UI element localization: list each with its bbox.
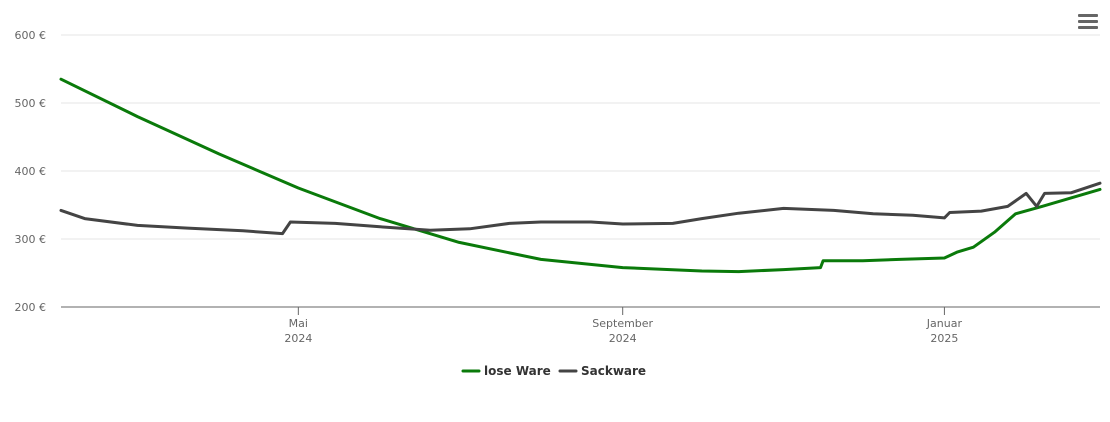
series-line-sackware[interactable]	[59, 181, 1102, 236]
y-tick-label: 400 €	[15, 165, 47, 178]
grid-lines	[61, 34, 1100, 240]
x-tick-label-year: 2024	[284, 332, 312, 345]
y-axis-ticks: 200 € 300 € 400 € 500 € 600 €	[15, 29, 47, 314]
series-lines	[59, 77, 1102, 274]
legend-item-sackware[interactable]: Sackware	[558, 364, 646, 378]
y-tick-label: 600 €	[15, 29, 47, 42]
y-tick-label: 200 €	[15, 301, 47, 314]
legend-item-lose-ware[interactable]: lose Ware	[461, 364, 551, 378]
legend: lose Ware Sackware	[461, 364, 646, 378]
x-tick-label-month: September	[592, 317, 653, 330]
x-axis-ticks: Mai 2024 September 2024 Januar 2025	[284, 307, 962, 345]
x-tick-label-month: Januar	[926, 317, 963, 330]
y-tick-label: 500 €	[15, 97, 47, 110]
x-tick-label-year: 2025	[930, 332, 958, 345]
legend-label: lose Ware	[484, 364, 551, 378]
x-tick-label-year: 2024	[609, 332, 637, 345]
hamburger-menu-icon[interactable]	[1076, 12, 1100, 32]
series-line-lose-ware[interactable]	[59, 77, 1102, 274]
x-tick-label-month: Mai	[289, 317, 308, 330]
legend-label: Sackware	[581, 364, 646, 378]
y-tick-label: 300 €	[15, 233, 47, 246]
